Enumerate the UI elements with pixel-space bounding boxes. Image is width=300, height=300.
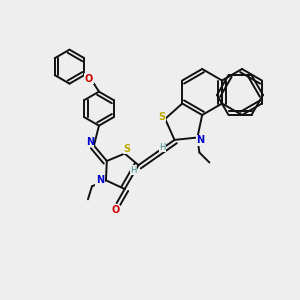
Text: O: O [85,74,93,84]
Text: O: O [112,205,120,215]
Text: N: N [96,175,104,185]
Text: S: S [159,112,166,122]
Text: S: S [123,144,130,154]
Text: H: H [159,143,166,152]
Text: N: N [86,137,94,147]
Text: N: N [196,136,204,146]
Text: H: H [130,166,137,175]
